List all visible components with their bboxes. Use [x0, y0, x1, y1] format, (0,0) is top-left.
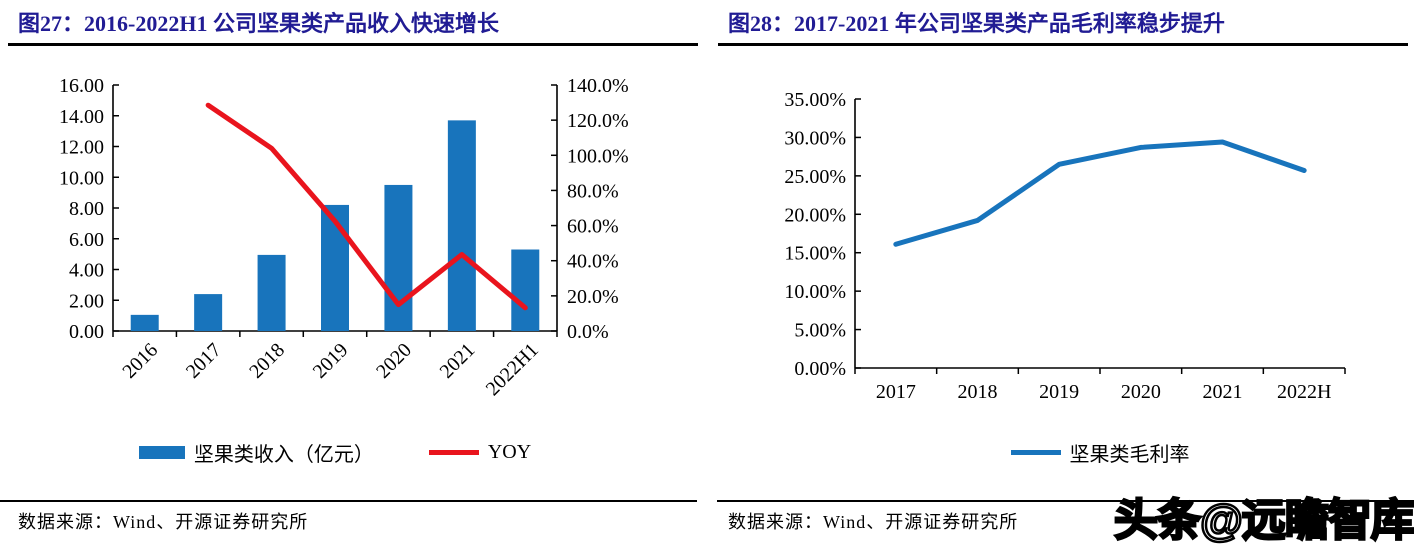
x-tick-label: 2019 — [309, 339, 353, 383]
legend-item: YOY — [428, 441, 532, 464]
x-tick-label: 2020 — [372, 339, 416, 383]
svg-text:14.00: 14.00 — [59, 106, 104, 128]
svg-text:10.00%: 10.00% — [784, 281, 846, 303]
chart-title-right: 图28：2017-2021 年公司坚果类产品毛利率稳步提升 — [728, 11, 1225, 36]
bar-2021 — [447, 120, 476, 331]
legend-line-swatch — [1010, 450, 1061, 455]
svg-text:6.00: 6.00 — [69, 229, 104, 251]
svg-text:140.0%: 140.0% — [567, 75, 629, 97]
svg-text:10.00: 10.00 — [59, 167, 104, 189]
x-tick-label: 2018 — [958, 381, 998, 403]
svg-text:20.00%: 20.00% — [784, 204, 846, 226]
bar-2020 — [384, 184, 413, 331]
svg-text:40.0%: 40.0% — [567, 251, 619, 273]
svg-text:80.0%: 80.0% — [567, 180, 619, 202]
svg-text:12.00: 12.00 — [59, 137, 104, 159]
x-tick-label: 2017 — [876, 381, 916, 403]
bar-2019 — [321, 204, 349, 331]
x-tick-label: 2019 — [1039, 381, 1079, 403]
source-divider-left — [0, 500, 697, 502]
svg-text:0.00%: 0.00% — [794, 358, 846, 380]
svg-text:15.00%: 15.00% — [784, 243, 846, 265]
source-text-left: 数据来源：Wind、开源证券研究所 — [18, 512, 309, 532]
chart-title-left: 图27：2016-2022H1 公司坚果类产品收入快速增长 — [18, 11, 499, 36]
series-line-坚果类毛利率 — [893, 139, 1307, 247]
series-line-YOY — [205, 102, 528, 311]
source-divider-right — [717, 500, 1414, 502]
x-tick-label: 2022H1 — [482, 339, 543, 400]
legend-item: 坚果类毛利率 — [1010, 438, 1190, 467]
source-text-right: 数据来源：Wind、开源证券研究所 — [728, 512, 1019, 532]
x-tick-label: 2020 — [1121, 381, 1161, 403]
svg-text:25.00%: 25.00% — [784, 166, 846, 188]
x-tick-label: 2018 — [245, 339, 289, 383]
legend-line-swatch — [428, 450, 479, 455]
svg-text:60.0%: 60.0% — [567, 216, 619, 238]
chart-legend-right: 坚果类毛利率 — [855, 438, 1345, 467]
legend-item: 坚果类收入（亿元） — [138, 438, 374, 467]
legend-label: YOY — [487, 441, 532, 463]
svg-text:20.0%: 20.0% — [567, 286, 619, 308]
bar-2017 — [194, 294, 223, 331]
nut-revenue-yoy-combo-chart: 0.00 2.00 4.00 6.00 8.00 10.00 12.00 14.00 16.00… — [59, 75, 629, 400]
svg-text:5.00%: 5.00% — [794, 320, 846, 342]
svg-text:2.00: 2.00 — [69, 290, 104, 312]
x-tick-label: 2016 — [118, 339, 162, 383]
svg-text:120.0%: 120.0% — [567, 110, 629, 132]
svg-text:35.00%: 35.00% — [784, 89, 846, 111]
watermark: 头条@远瞻智库 — [1113, 495, 1414, 547]
svg-text:100.0%: 100.0% — [567, 145, 629, 167]
legend-label: 坚果类毛利率 — [1069, 444, 1190, 466]
legend-bar-swatch — [138, 446, 185, 459]
bar-2018 — [257, 254, 286, 331]
x-tick-label: 2021 — [1203, 381, 1243, 403]
svg-text:8.00: 8.00 — [69, 198, 104, 220]
bar-2016 — [130, 314, 159, 331]
x-tick-label: 2017 — [182, 339, 226, 383]
x-tick-label: 2021 — [436, 339, 480, 383]
svg-text:30.00%: 30.00% — [784, 127, 846, 149]
svg-text:0.00: 0.00 — [69, 321, 104, 343]
title-underline-right — [718, 43, 1408, 46]
nut-margin-line-chart: 0.00% 5.00% 10.00% 15.00% 20.00% 25.00% 30.00%… — [784, 89, 1346, 403]
x-tick-label: 2022H — [1277, 381, 1331, 403]
legend-label: 坚果类收入（亿元） — [193, 444, 374, 466]
bar-2022H1 — [511, 249, 540, 331]
chart-legend-left: 坚果类收入（亿元） YOY — [113, 438, 557, 467]
svg-text:16.00: 16.00 — [59, 75, 104, 97]
title-underline-left — [8, 43, 698, 46]
svg-text:0.0%: 0.0% — [567, 321, 609, 343]
svg-text:4.00: 4.00 — [69, 260, 104, 282]
